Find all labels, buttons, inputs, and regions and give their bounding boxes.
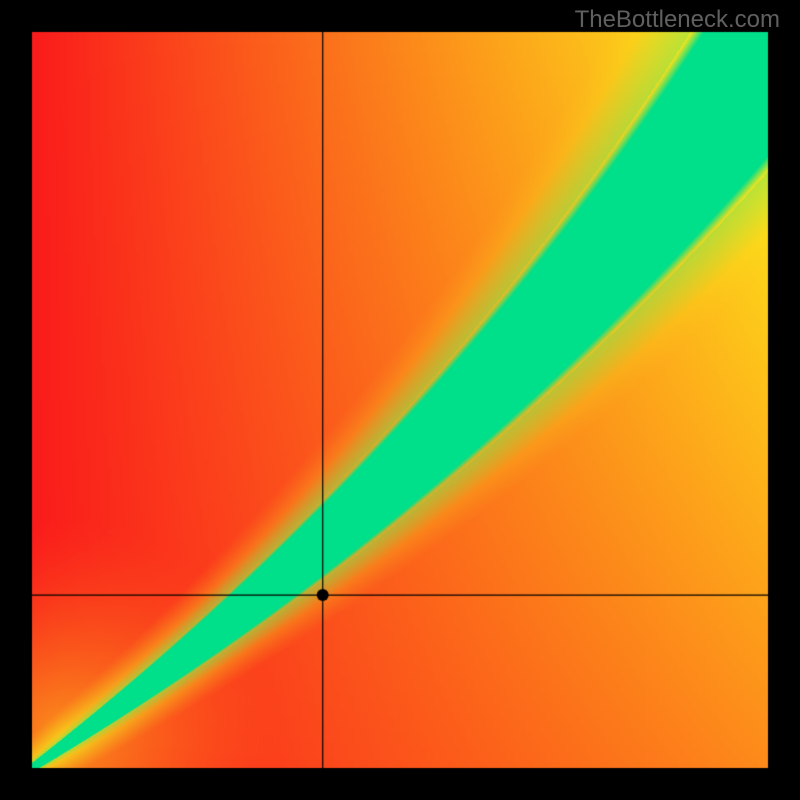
bottleneck-heatmap-canvas	[0, 0, 800, 800]
watermark-text: TheBottleneck.com	[575, 6, 780, 34]
chart-container: TheBottleneck.com	[0, 0, 800, 800]
